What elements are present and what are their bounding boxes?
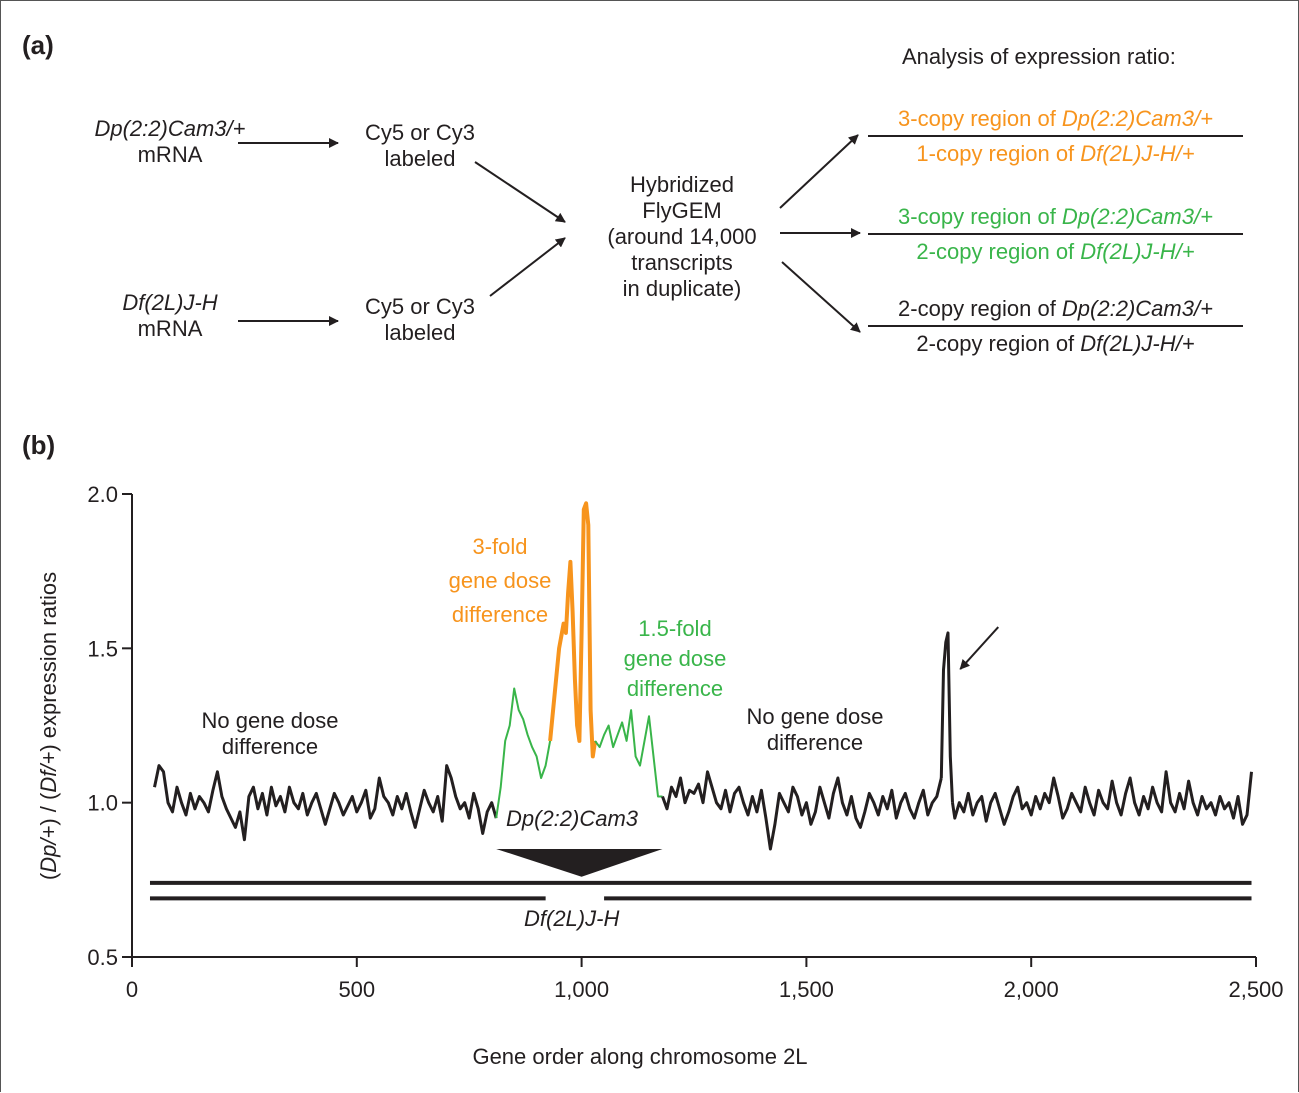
x-tick-label: 500: [338, 977, 375, 1002]
x-tick-label: 2,000: [1004, 977, 1059, 1002]
sample1-block: Dp(2:2)Cam3/+ mRNA: [70, 116, 270, 168]
y-axis-title-part: ) / (: [36, 792, 61, 826]
y-axis-title-part: Dp/+: [36, 826, 61, 873]
threefold-line-3: difference: [451, 602, 549, 627]
x-tick-label: 0: [126, 977, 138, 1002]
ratio-3-num-prefix: 2-copy region of: [898, 296, 1062, 321]
threefold-line-2: gene dose: [448, 568, 552, 593]
peak-arrow: [959, 626, 1000, 670]
x-tick-label: 2,500: [1228, 977, 1283, 1002]
y-tick-label: 1.0: [87, 791, 118, 816]
ratio-2-den-genotype: Df(2L)J-H/+: [1080, 239, 1195, 264]
dp-region-label: Dp(2:2)Cam3: [506, 806, 638, 832]
y-tick-label: 2.0: [87, 482, 118, 507]
onefive-line-3: difference: [626, 676, 724, 701]
left-nodiff-line-2: difference: [221, 734, 319, 759]
y-axis-title: (Dp/+) / (Df/+) expression ratios: [36, 572, 61, 880]
label1-line2: labeled: [384, 146, 456, 171]
sample2-name: Df(2L)J-H: [122, 290, 218, 315]
onefive-line-1: 1.5-fold: [638, 616, 712, 641]
x-tick-label: 1,500: [779, 977, 834, 1002]
sample2-block: Df(2L)J-H mRNA: [70, 290, 270, 342]
y-axis-title-part: ) expression ratios: [36, 572, 61, 752]
arrow-hyb-to-ratio3: [781, 261, 861, 333]
series-line-base: [939, 631, 954, 803]
right-nodiff-line-2: difference: [766, 730, 864, 755]
onefive-annotation: 1.5-fold gene dose difference: [590, 614, 760, 704]
data-series: [153, 501, 1253, 851]
right-nodiff-line-1: No gene dose: [746, 704, 884, 729]
threefold-line-1: 3-fold: [472, 534, 528, 559]
ratio-2-num-prefix: 3-copy region of: [898, 204, 1062, 229]
y-axis-title-part: Df/+: [36, 752, 61, 793]
fraction-bar: [868, 233, 1243, 235]
analysis-header: Analysis of expression ratio:: [902, 44, 1176, 69]
arrow-label2-to-hyb: [489, 237, 566, 297]
ratio-fraction-orange: 3-copy region of Dp(2:2)Cam3/+ 1-copy re…: [868, 106, 1243, 167]
left-nodiff-line-1: No gene dose: [201, 708, 339, 733]
hyb-line-1: Hybridized: [630, 172, 734, 197]
y-axis-title-part: (: [36, 872, 61, 880]
right-no-difference-annotation: No gene dose difference: [705, 704, 925, 756]
x-ticks: 0 500 1,000 1,500 2,000 2,500: [126, 957, 1284, 1002]
ratio-2-num-genotype: Dp(2:2)Cam3/+: [1061, 204, 1213, 229]
y-tick-label: 1.5: [87, 636, 118, 661]
dp-label-text: Dp(2:2)Cam3: [506, 806, 639, 831]
chromosome-bars: [149, 848, 1252, 901]
ratio-2-den-prefix: 2-copy region of: [916, 239, 1081, 264]
ratio-3-den-genotype: Df(2L)J-H/+: [1080, 331, 1195, 356]
hyb-line-3: (around 14,000: [607, 224, 757, 249]
threefold-annotation: 3-fold gene dose difference: [420, 530, 580, 632]
ratio-1-num-prefix: 3-copy region of: [898, 106, 1062, 131]
duplication-triangle: [496, 848, 663, 877]
hyb-line-2: FlyGEM: [642, 198, 722, 223]
x-axis-title: Gene order along chromosome 2L: [472, 1044, 808, 1069]
series-line-onefive: [495, 687, 552, 819]
sample1-sub: mRNA: [137, 142, 203, 167]
y-ticks: 0.5 1.0 1.5 2.0: [87, 482, 132, 970]
onefive-line-2: gene dose: [623, 646, 727, 671]
arrow-label1-to-hyb: [474, 161, 566, 223]
hyb-line-4: transcripts: [631, 250, 733, 275]
df-label-text: Df(2L)J-H: [524, 906, 620, 931]
label2-line2: labeled: [384, 320, 456, 345]
label1-line1: Cy5 or Cy3: [364, 120, 476, 145]
y-tick-label: 0.5: [87, 945, 118, 970]
sample2-sub: mRNA: [137, 316, 203, 341]
ratio-fraction-black: 2-copy region of Dp(2:2)Cam3/+ 2-copy re…: [868, 296, 1243, 357]
label2-line1: Cy5 or Cy3: [364, 294, 476, 319]
ratio-1-num-genotype: Dp(2:2)Cam3/+: [1061, 106, 1213, 131]
series-line-base: [661, 770, 943, 851]
df-region-label: Df(2L)J-H: [524, 906, 619, 932]
hyb-line-5: in duplicate): [622, 276, 742, 301]
ratio-1-den-genotype: Df(2L)J-H/+: [1080, 141, 1195, 166]
left-no-difference-annotation: No gene dose difference: [160, 708, 380, 760]
ratio-1-den-prefix: 1-copy region of: [916, 141, 1081, 166]
hybridization-block: Hybridized FlyGEM (around 14,000 transcr…: [582, 172, 782, 302]
series-line-base: [153, 764, 498, 842]
sample1-name: Dp(2:2)Cam3/+: [94, 116, 246, 141]
series-line-threefold: [548, 501, 598, 759]
fraction-bar: [868, 325, 1243, 327]
ratio-3-den-prefix: 2-copy region of: [916, 331, 1081, 356]
ratio-3-num-genotype: Dp(2:2)Cam3/+: [1061, 296, 1213, 321]
x-tick-label: 1,000: [554, 977, 609, 1002]
series-line-onefive: [594, 709, 663, 798]
arrow-hyb-to-ratio1: [779, 134, 859, 209]
ratio-fraction-green: 3-copy region of Dp(2:2)Cam3/+ 2-copy re…: [868, 204, 1243, 265]
fraction-bar: [868, 135, 1243, 137]
series-line-base: [951, 770, 1253, 826]
panel-a-label: (a): [22, 30, 54, 60]
panel-b-label: (b): [22, 430, 56, 460]
label1-block: Cy5 or Cy3 labeled: [345, 120, 495, 172]
label2-block: Cy5 or Cy3 labeled: [345, 294, 495, 346]
